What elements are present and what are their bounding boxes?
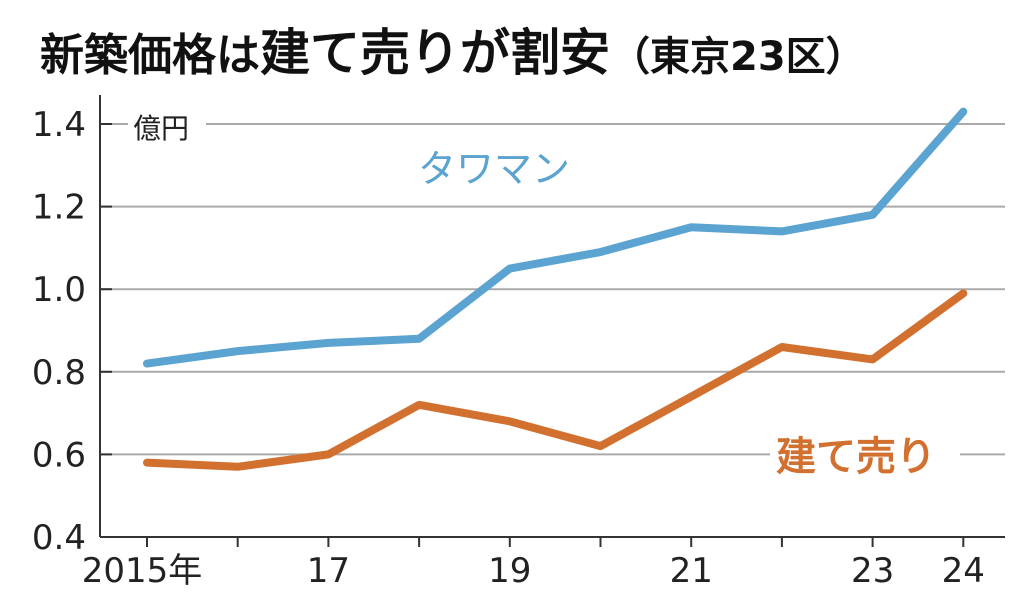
- x-tick-label: 24: [942, 551, 985, 591]
- x-tick-label: 21: [670, 551, 713, 591]
- y-axis-unit-label: 億円: [133, 112, 189, 145]
- y-tick-label: 1.2: [32, 188, 86, 228]
- x-tick-label: 19: [488, 551, 531, 591]
- title-part-3: （東京23区）: [610, 34, 866, 80]
- x-tick-label: 17: [307, 551, 350, 591]
- title-part-1: 新築価格は: [40, 30, 260, 81]
- title-part-2: 建て売りが割安: [260, 24, 610, 82]
- y-tick-label: 1.4: [32, 105, 86, 145]
- y-tick-label: 0.4: [32, 518, 86, 558]
- legend-label-tateuri: 建て売り: [776, 434, 936, 480]
- x-tick-label: 23: [851, 551, 894, 591]
- y-tick-label: 1.0: [32, 270, 86, 310]
- y-tick-label: 0.8: [32, 353, 86, 393]
- chart-title: 新築価格は建て売りが割安（東京23区）: [40, 24, 866, 82]
- legend-label-tawaman: タワマン: [418, 147, 570, 191]
- x-tick-label: 2015年: [82, 551, 203, 591]
- y-tick-label: 0.6: [32, 435, 86, 475]
